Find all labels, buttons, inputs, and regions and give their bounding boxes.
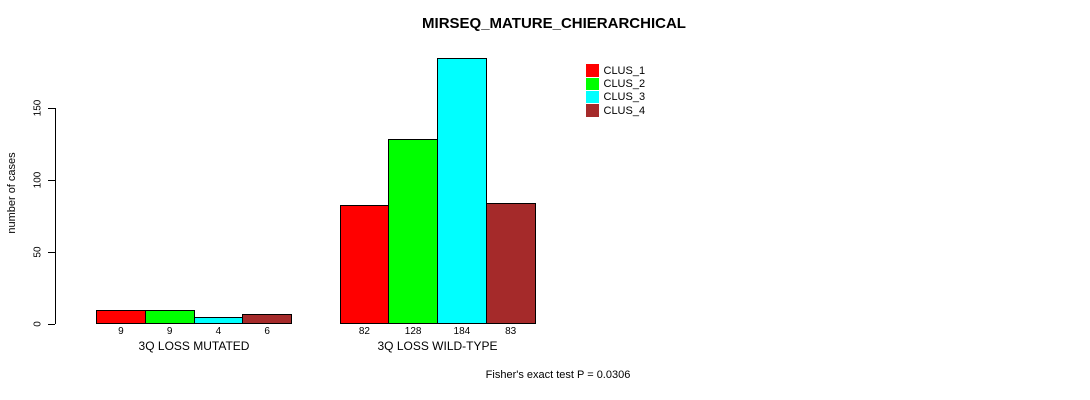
y-tick-label: 150 [32, 99, 44, 117]
y-tick-mark [48, 323, 55, 325]
bar-value-label: 6 [264, 326, 270, 337]
y-tick-mark [48, 107, 55, 109]
legend-swatch-icon [586, 64, 599, 77]
legend-swatch-icon [586, 90, 599, 104]
bar-clus_2-group1 [144, 310, 195, 324]
legend-label: CLUS_2 [603, 77, 646, 90]
y-tick-mark [48, 179, 55, 181]
bar-clus_4-group1 [242, 314, 292, 324]
legend-item-clus_2: CLUS_2 [586, 77, 646, 91]
bar-value-label: 9 [118, 326, 124, 337]
legend-item-clus_4: CLUS_4 [586, 104, 645, 117]
bar-value-label: 184 [453, 326, 471, 337]
y-tick-label: 50 [32, 246, 44, 258]
legend-swatch-icon [586, 77, 599, 91]
legend-item-clus_1: CLUS_1 [586, 64, 645, 77]
bar-clus_3-group2 [437, 58, 487, 324]
chart-title: MIRSEQ_MATURE_CHIERARCHICAL [422, 15, 686, 32]
legend: CLUS_1 CLUS_2 CLUS_3 CLUS_4 [586, 64, 645, 117]
bar-value-label: 4 [215, 326, 222, 337]
statistics-annotation: Fisher's exact test P = 0.0306 [485, 369, 631, 381]
bar-clus_3-group1 [193, 317, 244, 324]
y-axis-label: number of cases [6, 152, 18, 234]
legend-swatch-icon [586, 104, 599, 117]
category-label-group1: 3Q LOSS MUTATED [138, 339, 250, 353]
legend-label: CLUS_4 [603, 104, 646, 117]
bar-value-label: 83 [505, 326, 517, 337]
bar-clus_1-group2 [339, 204, 390, 324]
bar-clus_1-group1 [96, 310, 146, 324]
y-tick-label: 100 [32, 171, 44, 189]
bar-value-label: 128 [404, 326, 422, 337]
bar-clus_2-group2 [388, 138, 438, 324]
y-axis-line [55, 108, 56, 324]
legend-label: CLUS_1 [603, 64, 646, 77]
y-tick-mark [48, 251, 55, 253]
legend-item-clus_3: CLUS_3 [586, 90, 646, 104]
legend-label: CLUS_3 [603, 91, 646, 104]
category-label-group2: 3Q LOSS WILD-TYPE [377, 339, 498, 353]
bar-clus_4-group2 [485, 203, 536, 324]
bar-value-label: 82 [358, 326, 370, 337]
y-tick-label: 0 [32, 321, 44, 327]
bar-value-label: 9 [166, 326, 173, 337]
